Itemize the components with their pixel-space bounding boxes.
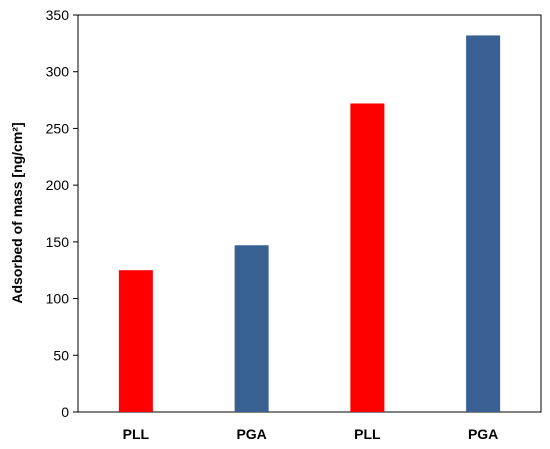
y-tick-label: 300	[46, 64, 70, 80]
y-axis-ticks: 0 50 100 150 200 250 300 350	[46, 7, 78, 420]
x-category-label: PLL	[354, 426, 381, 442]
x-category-label: PLL	[123, 426, 150, 442]
x-category-label: PGA	[236, 426, 266, 442]
bars-group	[118, 35, 501, 412]
y-tick-label: 250	[46, 120, 70, 136]
y-tick-label: 150	[46, 234, 70, 250]
y-tick-label: 200	[46, 177, 70, 193]
x-axis-labels: PLL PGA PLL PGA	[123, 426, 499, 442]
y-tick-label: 100	[46, 291, 70, 307]
y-tick-label: 50	[53, 347, 69, 363]
bar-pga-4	[466, 35, 501, 412]
bar-pll-1	[118, 270, 153, 412]
y-tick-label: 0	[61, 404, 69, 420]
bar-pll-3	[350, 103, 385, 412]
y-axis-title: Adsorbed of mass [ng/cm²]	[9, 122, 25, 303]
plot-frame	[77, 14, 542, 413]
y-tick-label: 350	[46, 7, 70, 23]
bar-pga-2	[234, 245, 269, 412]
x-category-label: PGA	[468, 426, 498, 442]
